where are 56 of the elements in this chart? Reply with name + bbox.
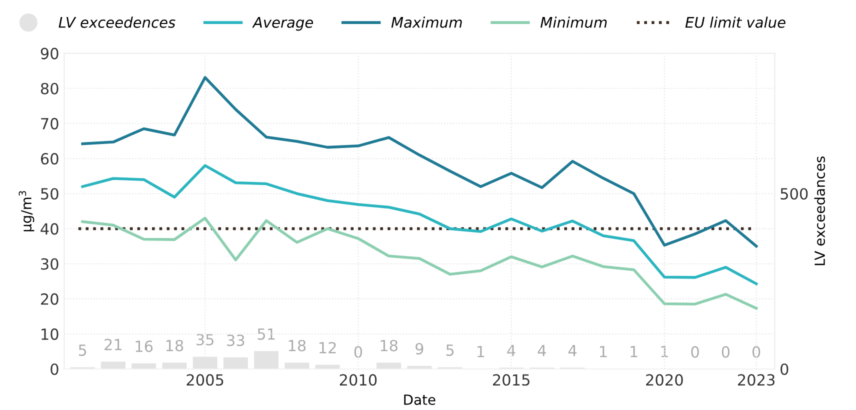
data-label: 4 — [568, 344, 577, 356]
x-tick-label: 2020 — [646, 374, 683, 386]
data-label: 5 — [446, 344, 454, 356]
y-tick-label: 80 — [40, 82, 58, 94]
x-axis-title: Date — [404, 394, 436, 405]
bar — [254, 351, 279, 369]
y-tick-label: 90 — [40, 48, 58, 60]
y2-axis-title: LV exceedances — [814, 156, 826, 266]
data-label: 21 — [104, 338, 122, 350]
data-label: 5 — [78, 344, 86, 356]
bar — [376, 362, 402, 369]
data-label: 18 — [380, 340, 398, 352]
y-tick-label: 30 — [41, 258, 58, 270]
data-label: 18 — [166, 340, 184, 352]
bar — [284, 362, 310, 369]
data-label: 51 — [258, 328, 275, 340]
bar — [100, 362, 126, 369]
data-label: 1 — [478, 346, 484, 358]
data-label: 0 — [752, 346, 760, 358]
legend-label: Minimum — [540, 16, 607, 28]
y-tick-label: 10 — [42, 328, 58, 340]
legend-label: LV exceedences — [58, 16, 176, 28]
bar — [223, 357, 248, 369]
bar — [162, 362, 187, 369]
y2-tick-label: 0 — [780, 363, 788, 376]
line-series — [81, 216, 758, 310]
y-axis-title: µg/m$^{3}$ — [18, 191, 34, 232]
y-tick-label: 20 — [41, 293, 58, 305]
data-label: 9 — [416, 342, 424, 355]
x-tick-label: 2005 — [186, 374, 224, 386]
data-label: 33 — [227, 334, 244, 346]
y-tick-label: 40 — [40, 223, 58, 235]
y2-tick-label: 500 — [780, 188, 808, 200]
data-label: 0 — [722, 346, 730, 358]
legend-label: Average — [252, 17, 314, 31]
legend-label: Maximum — [391, 16, 462, 28]
y-tick-label: 0 — [50, 363, 58, 376]
data-label: 1 — [630, 346, 638, 358]
x-tick-label: 2023 — [738, 374, 775, 386]
data-label: 0 — [354, 346, 362, 358]
data-label: 35 — [196, 334, 214, 346]
data-label: 12 — [320, 342, 336, 354]
x-tick-label: 2010 — [340, 374, 377, 386]
data-label: 1 — [600, 346, 607, 358]
y-tick-label: 60 — [40, 153, 58, 165]
data-label: 18 — [288, 340, 306, 352]
data-label: 0 — [691, 346, 699, 358]
legend-label: EU limit value — [685, 16, 786, 28]
data-label: 16 — [136, 340, 153, 352]
y-tick-label: 50 — [41, 188, 58, 200]
data-label: 4 — [538, 344, 546, 356]
data-label: 4 — [507, 344, 516, 356]
line-series — [81, 76, 758, 248]
line-series — [81, 164, 758, 286]
x-tick-label: 2015 — [492, 374, 530, 386]
y-tick-label: 70 — [41, 118, 58, 130]
